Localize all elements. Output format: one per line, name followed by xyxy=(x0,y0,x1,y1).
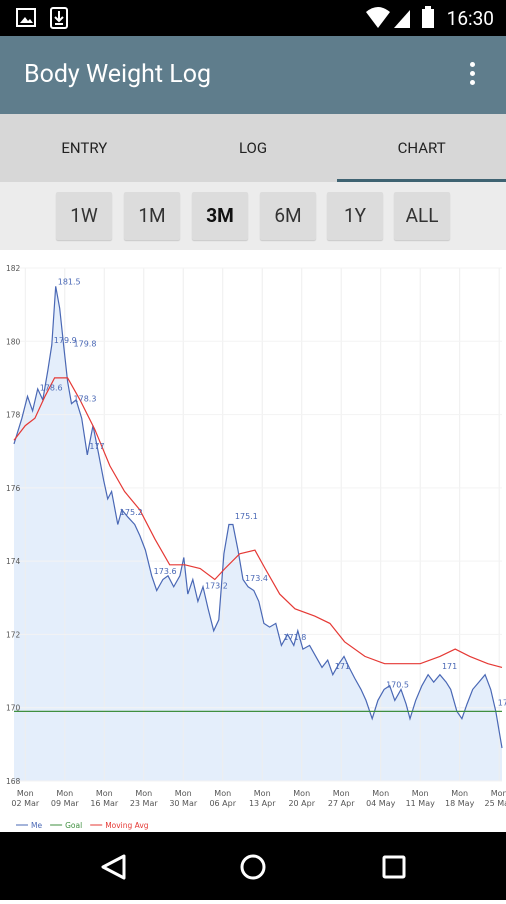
x-tick-label: 25 May xyxy=(485,799,506,808)
x-tick-label: Mon xyxy=(491,789,506,798)
data-label: 179.8 xyxy=(74,340,97,349)
range-button[interactable]: 6M xyxy=(260,192,316,240)
x-tick-label: 16 Mar xyxy=(90,799,119,808)
x-tick-label: 11 May xyxy=(406,799,436,808)
gallery-icon xyxy=(16,8,36,27)
download-arrow xyxy=(54,11,64,25)
tab[interactable]: LOG xyxy=(238,139,268,157)
x-tick-label: 20 Apr xyxy=(288,799,315,808)
data-label: 171 xyxy=(442,662,457,671)
x-tick-label: Mon xyxy=(135,789,152,798)
series-line xyxy=(13,286,503,749)
home-button[interactable] xyxy=(240,854,266,880)
x-tick-label: Mon xyxy=(175,789,192,798)
y-tick-label: 168 xyxy=(6,777,21,786)
range-button[interactable]: 1Y xyxy=(327,192,383,240)
y-tick-label: 176 xyxy=(6,484,21,493)
x-tick-label: 23 Mar xyxy=(130,799,159,808)
battery-tip xyxy=(425,6,431,9)
download-icon xyxy=(50,7,68,29)
overflow-menu[interactable] xyxy=(470,62,476,89)
y-tick-label: 178 xyxy=(6,411,21,420)
gallery-icon-shape xyxy=(20,17,33,23)
data-label: 179.9 xyxy=(54,336,77,345)
x-tick-label: 02 Mar xyxy=(11,799,40,808)
x-tick-label: Mon xyxy=(412,789,429,798)
x-tick-label: 30 Mar xyxy=(169,799,198,808)
data-label: 173.6 xyxy=(154,567,177,576)
y-tick-label: 180 xyxy=(6,337,21,346)
x-tick-label: Mon xyxy=(333,789,350,798)
data-label: 173.4 xyxy=(245,574,268,583)
x-tick-label: Mon xyxy=(17,789,34,798)
data-label: 171.8 xyxy=(283,633,306,642)
x-tick-label: 04 May xyxy=(366,799,396,808)
range-button[interactable]: ALL xyxy=(394,192,450,240)
clock: 16:30 xyxy=(446,7,494,30)
tab[interactable]: ENTRY xyxy=(61,139,108,157)
x-tick-label: 09 Mar xyxy=(51,799,80,808)
data-label: 178.3 xyxy=(74,395,97,404)
signal-icon xyxy=(394,10,410,28)
status-icons-left xyxy=(16,7,68,29)
status-bar: 16:30 xyxy=(0,0,506,36)
dot xyxy=(470,80,475,85)
x-tick-label: 06 Apr xyxy=(209,799,236,808)
x-tick-label: Mon xyxy=(96,789,113,798)
range-button[interactable]: 1W xyxy=(56,192,112,240)
dot xyxy=(470,71,475,76)
x-tick-label: Mon xyxy=(56,789,73,798)
range-button[interactable]: 3M xyxy=(192,192,248,240)
x-tick-label: Mon xyxy=(254,789,271,798)
data-label: 170 xyxy=(498,699,506,708)
app-title: Body Weight Log xyxy=(24,60,212,89)
data-label: 171 xyxy=(335,662,350,671)
app-bar: Body Weight Log xyxy=(0,36,506,114)
x-tick-label: Mon xyxy=(451,789,468,798)
data-label: 173.2 xyxy=(205,581,228,590)
legend-label: Goal xyxy=(65,821,82,830)
y-tick-label: 170 xyxy=(6,704,21,713)
wifi-icon xyxy=(366,7,390,28)
data-label: 177 xyxy=(89,442,104,451)
battery-icon xyxy=(422,9,434,28)
area xyxy=(14,286,502,781)
series-line xyxy=(13,377,503,668)
data-label: 175.1 xyxy=(235,512,258,521)
y-tick-label: 174 xyxy=(6,557,21,566)
x-tick-label: Mon xyxy=(293,789,310,798)
data-label: 181.5 xyxy=(58,277,81,286)
recents-button[interactable] xyxy=(382,855,406,879)
dot xyxy=(470,62,475,67)
data-label: 170.5 xyxy=(386,680,409,689)
y-tick-label: 182 xyxy=(6,264,21,273)
y-tick-label: 172 xyxy=(6,630,21,639)
range-bar: 1W 1M 3M 6M 1Y ALL xyxy=(0,182,506,250)
legend-label: Moving Avg xyxy=(105,821,149,830)
data-label: 178.6 xyxy=(40,384,63,393)
nav-bar xyxy=(0,832,506,900)
x-tick-label: Mon xyxy=(372,789,389,798)
x-tick-label: 27 Apr xyxy=(328,799,355,808)
status-icons-right xyxy=(366,6,434,28)
back-button[interactable] xyxy=(101,854,126,880)
tab[interactable]: CHART xyxy=(337,114,506,182)
x-tick-label: 13 Apr xyxy=(249,799,276,808)
nav-icons xyxy=(101,854,406,880)
x-tick-label: Mon xyxy=(214,789,231,798)
tab-bar: ENTRY LOG CHART xyxy=(0,114,506,182)
x-tick-label: 18 May xyxy=(445,799,475,808)
legend-label: Me xyxy=(31,821,42,830)
range-button[interactable]: 1M xyxy=(124,192,180,240)
data-label: 175.2 xyxy=(120,508,143,517)
